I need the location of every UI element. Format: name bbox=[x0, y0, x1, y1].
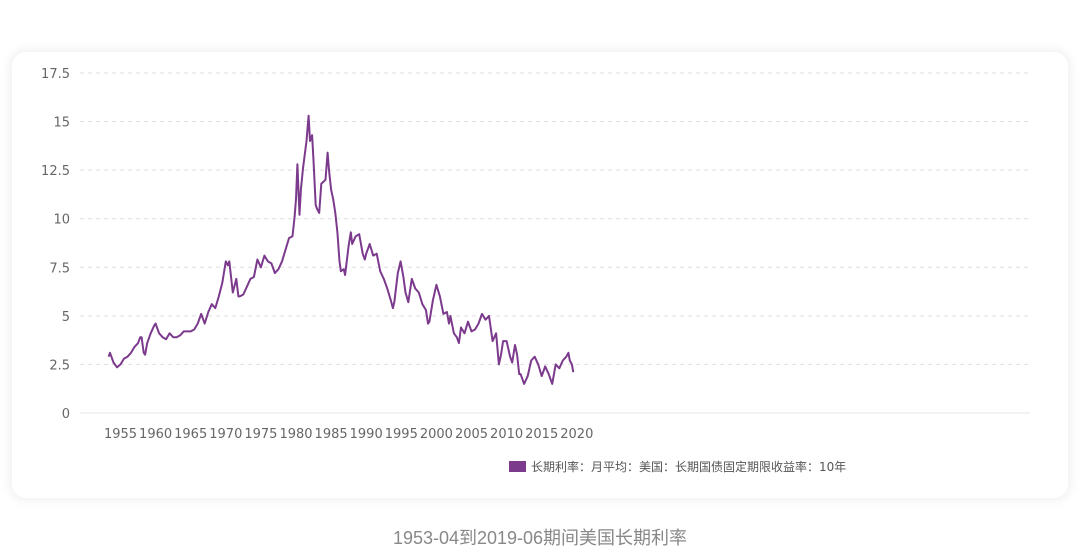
x-tick-label: 1990 bbox=[350, 427, 383, 442]
x-tick-label: 2015 bbox=[525, 427, 558, 442]
chart-caption: 1953-04到2019-06期间美国长期利率 bbox=[392, 528, 688, 548]
x-tick-label: 1985 bbox=[315, 427, 348, 442]
y-tick-label: 2.5 bbox=[49, 358, 70, 373]
x-tick-label: 2020 bbox=[560, 427, 593, 442]
legend-swatch bbox=[509, 461, 526, 472]
y-tick-label: 12.5 bbox=[41, 164, 70, 179]
x-tick-label: 2010 bbox=[490, 427, 523, 442]
x-tick-label: 1995 bbox=[385, 427, 418, 442]
y-tick-label: 15 bbox=[53, 116, 70, 131]
x-tick-label: 1975 bbox=[244, 427, 277, 442]
x-tick-label: 1965 bbox=[174, 427, 207, 442]
x-tick-label: 1970 bbox=[209, 427, 242, 442]
x-tick-label: 1960 bbox=[139, 427, 172, 442]
chart-card bbox=[12, 52, 1068, 498]
y-tick-label: 0 bbox=[62, 407, 70, 422]
x-tick-label: 1980 bbox=[279, 427, 312, 442]
x-tick-label: 2000 bbox=[420, 427, 453, 442]
legend-label: 长期利率：月平均：美国：长期国债固定期限收益率：10年 bbox=[531, 459, 846, 474]
y-tick-label: 17.5 bbox=[41, 67, 70, 82]
y-tick-label: 7.5 bbox=[49, 261, 70, 276]
x-tick-label: 1955 bbox=[104, 427, 137, 442]
x-tick-label: 2005 bbox=[455, 427, 488, 442]
y-tick-label: 5 bbox=[62, 310, 70, 325]
y-tick-label: 10 bbox=[53, 213, 70, 228]
series-line bbox=[107, 114, 575, 385]
